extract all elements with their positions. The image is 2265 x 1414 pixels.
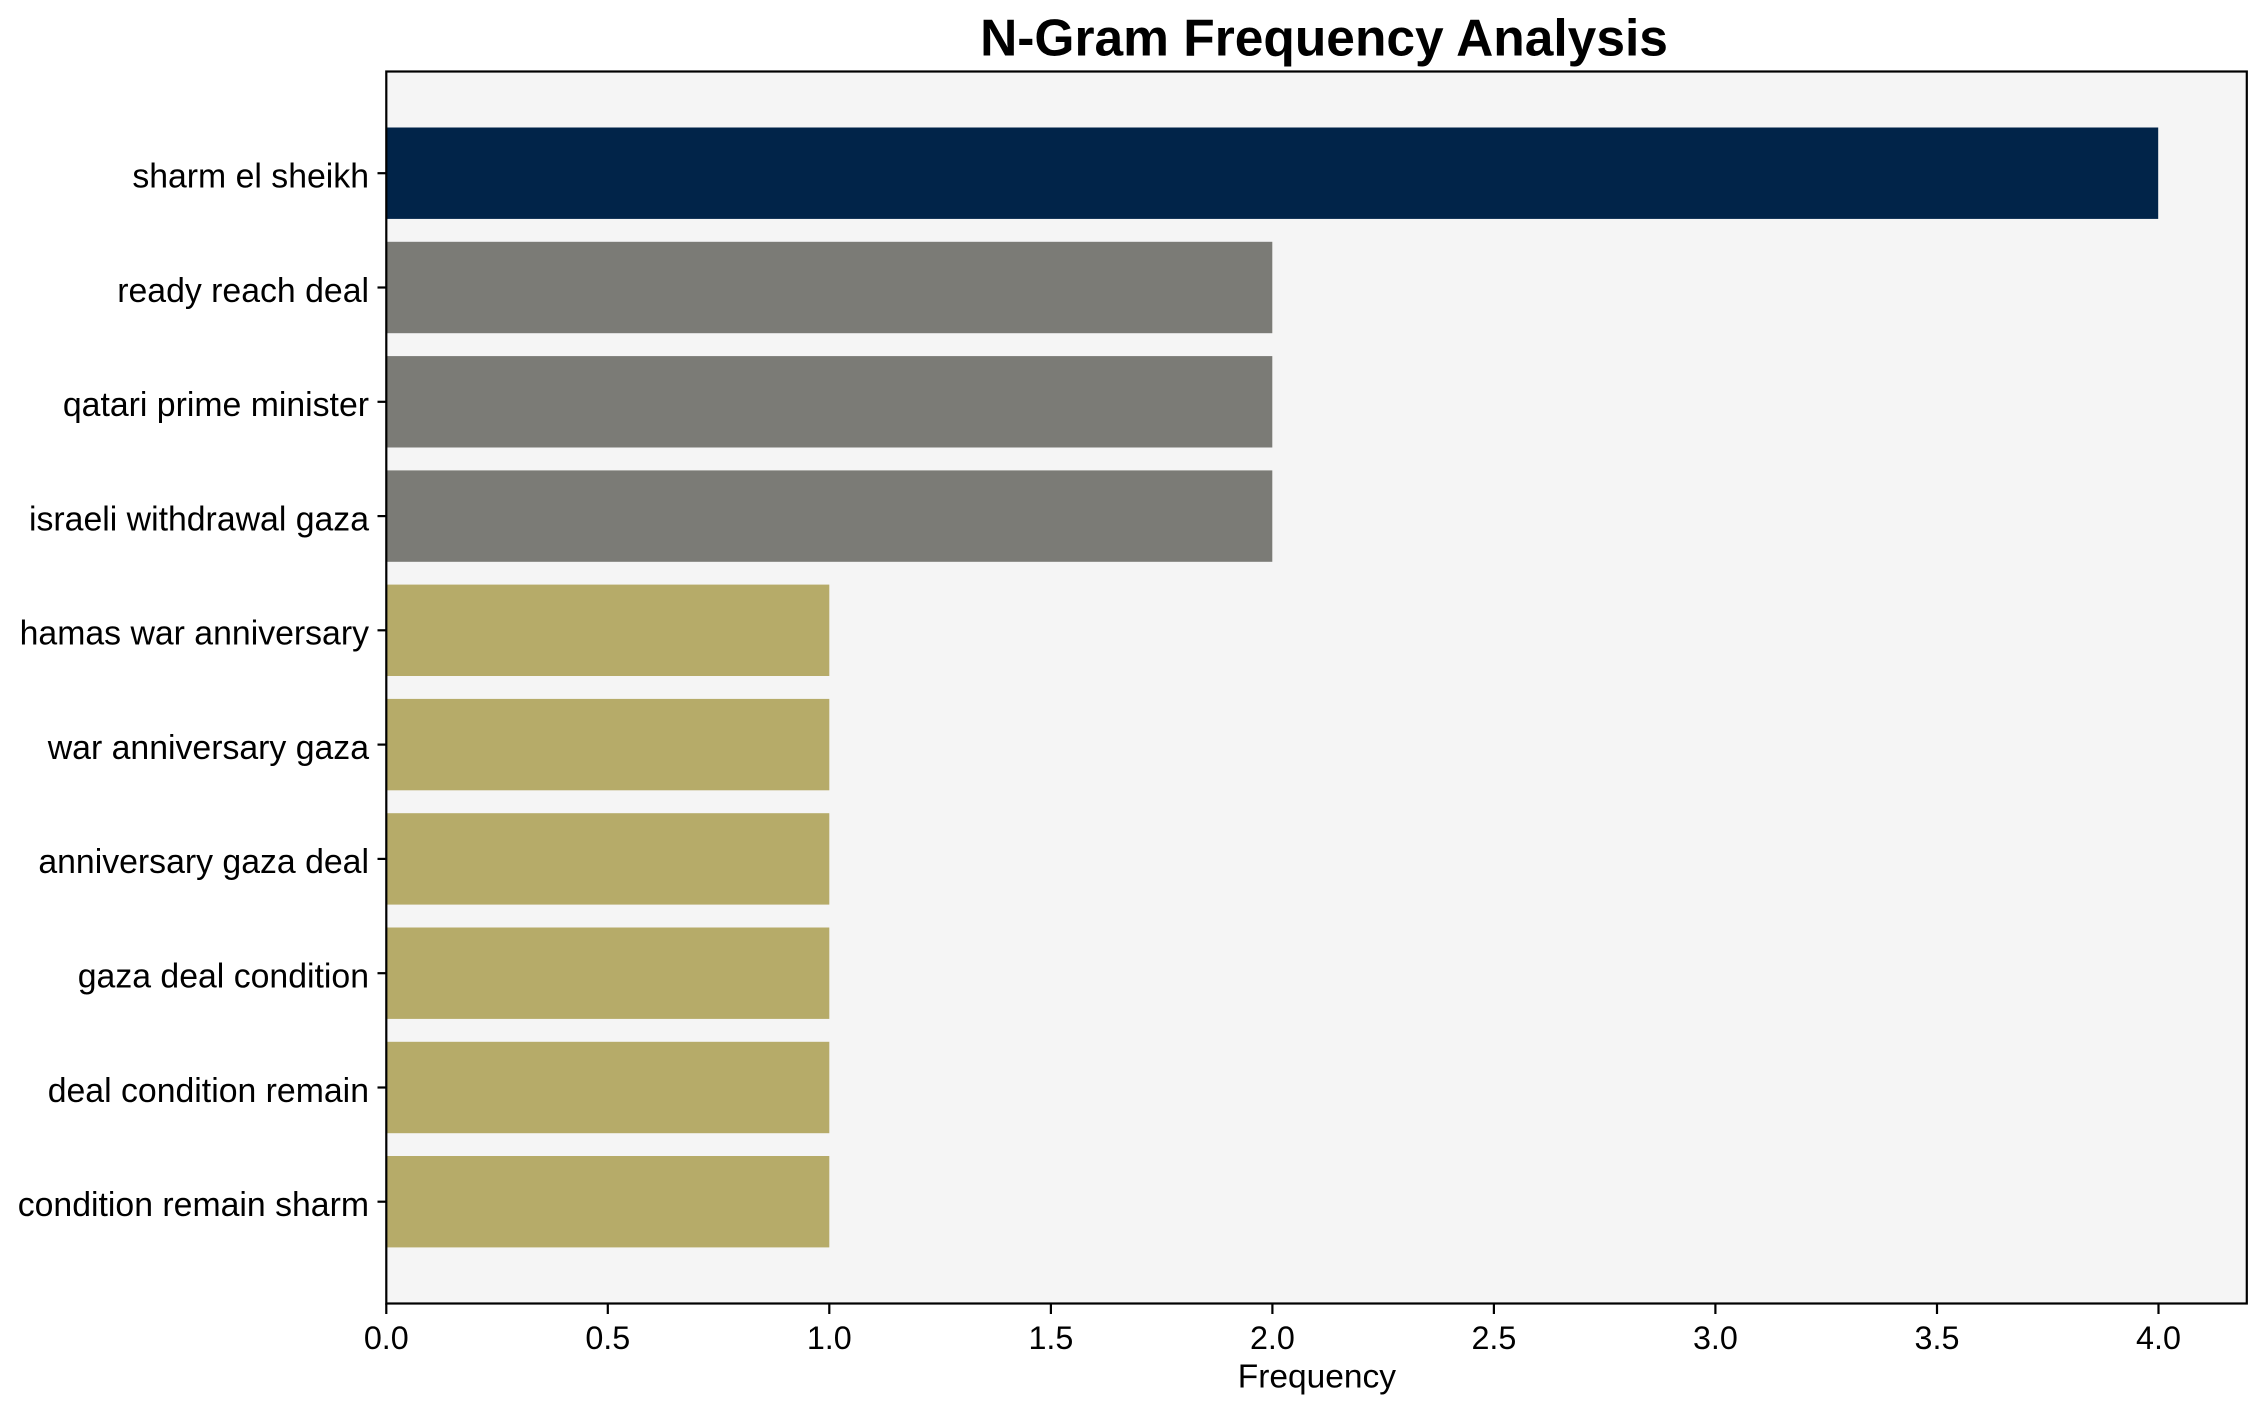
svg-text:condition remain sharm: condition remain sharm [18, 1186, 369, 1224]
svg-text:1.5: 1.5 [1028, 1320, 1073, 1356]
svg-text:1.0: 1.0 [807, 1320, 852, 1356]
svg-text:0.0: 0.0 [364, 1320, 409, 1356]
svg-text:qatari prime minister: qatari prime minister [63, 386, 369, 424]
svg-text:Frequency: Frequency [1238, 1358, 1397, 1395]
svg-text:2.5: 2.5 [1471, 1320, 1516, 1356]
svg-text:N-Gram Frequency Analysis: N-Gram Frequency Analysis [980, 9, 1668, 67]
svg-text:deal condition remain: deal condition remain [48, 1072, 369, 1110]
svg-text:3.0: 3.0 [1693, 1320, 1738, 1356]
svg-text:israeli withdrawal gaza: israeli withdrawal gaza [29, 500, 369, 538]
svg-text:gaza deal condition: gaza deal condition [78, 958, 369, 996]
svg-text:2.0: 2.0 [1250, 1320, 1295, 1356]
svg-text:ready reach deal: ready reach deal [117, 272, 369, 310]
svg-text:4.0: 4.0 [2136, 1320, 2181, 1356]
svg-text:anniversary gaza deal: anniversary gaza deal [38, 843, 369, 881]
svg-text:3.5: 3.5 [1915, 1320, 1960, 1356]
svg-text:0.5: 0.5 [585, 1320, 630, 1356]
svg-text:war anniversary gaza: war anniversary gaza [47, 729, 369, 767]
svg-text:hamas war anniversary: hamas war anniversary [20, 615, 369, 653]
svg-text:sharm el sheikh: sharm el sheikh [132, 158, 369, 196]
